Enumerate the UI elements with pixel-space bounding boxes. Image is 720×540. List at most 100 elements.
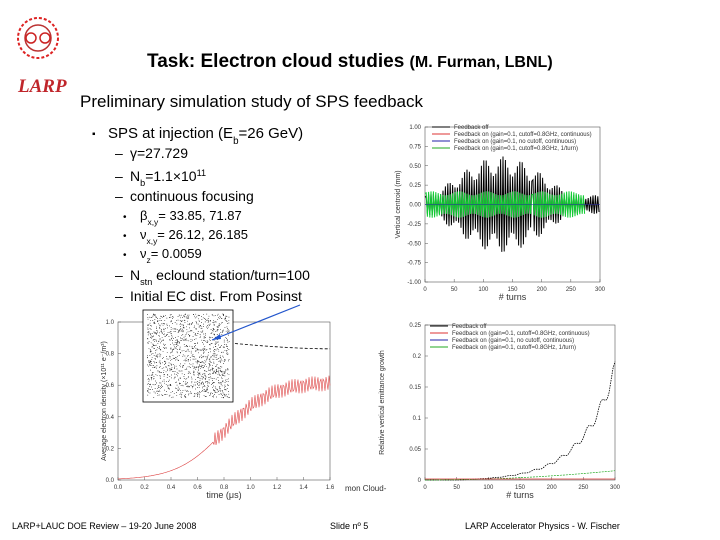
bullet-text: continuous focusing	[130, 188, 254, 204]
y-tick-label: 0.4	[106, 415, 115, 421]
x-tick-label: 1.6	[326, 485, 335, 491]
legend-label: Feedback on (gain=0.1, cutoff=0.8GHz, 1/…	[452, 345, 576, 351]
y-tick-label: 1.00	[409, 125, 421, 131]
arrow	[211, 304, 301, 341]
y-tick-label: 0.50	[409, 164, 421, 170]
footer-center: Slide nº 5	[330, 521, 368, 531]
text-part: = 0.0059	[151, 246, 202, 261]
side-note: mon Cloud-	[345, 484, 387, 493]
x-tick-label: 1.0	[246, 485, 255, 491]
dash: –	[115, 267, 123, 283]
bullet-list: ▪ SPS at injection (Eb=26 GeV)– γ=27.729– N…	[92, 125, 310, 304]
legend-label: Feedback on (gain=0.1, cutoff=0.8GHz, 1/…	[454, 146, 578, 152]
x-tick-label: 0	[423, 485, 427, 491]
x-tick-label: 300	[610, 485, 621, 491]
x-tick-label: 1.2	[273, 485, 282, 491]
logo-text: LARP	[17, 76, 67, 97]
bullet-text: Initial EC dist. From Posinst	[130, 288, 302, 304]
y-tick-label: -0.50	[407, 241, 421, 247]
dash: –	[115, 188, 123, 204]
plot: 1.0 0.8 0.6 0.4 0.2 0.00.0 0.2 0.4 0.6 0.8 1.0 1.2 1…	[101, 304, 387, 500]
y-tick-label: 0.15	[409, 385, 421, 391]
y-tick-label: 0.2	[413, 354, 422, 360]
plot: 0.25 0.2 0.15 0.1 0.05 00 50 100 150 200 250 300 # t…	[379, 323, 621, 500]
bullet-text: Nstn eclound station/turn=100	[130, 267, 310, 287]
y-tick-label: 0.75	[409, 144, 421, 150]
y-tick-label: -0.25	[407, 222, 421, 228]
x-tick-label: 0.2	[140, 485, 149, 491]
y-axis-label: Average electron density (×10¹¹ e⁻/m³)	[101, 341, 108, 461]
dash: –	[115, 168, 123, 184]
text-part: β	[140, 208, 147, 223]
text-part: b	[233, 136, 239, 147]
x-tick-label: 0.4	[167, 485, 176, 491]
x-tick-label: 50	[451, 287, 458, 293]
legend-label: Feedback on (gain=0.1, cutoff=0.8GHz, co…	[454, 132, 592, 138]
text-part: SPS at injection (E	[108, 125, 233, 142]
dash: –	[115, 288, 123, 304]
text-part: Initial EC dist. From Posinst	[130, 288, 302, 304]
y-axis-label: Vertical centroid (mm)	[395, 170, 402, 238]
footer-left: LARP+LAUC DOE Review – 19-20 June 2008	[12, 521, 196, 531]
text-part: x,y	[147, 217, 159, 227]
x-tick-label: 200	[537, 287, 548, 293]
sub-bullet: •	[123, 231, 127, 242]
plot: 1.00 0.75 0.50 0.25 0.00 -0.25 -0.50 -0.75 -1.00…	[395, 125, 606, 302]
bullet-text: SPS at injection (Eb=26 GeV)	[108, 125, 303, 147]
x-tick-label: 1.4	[299, 485, 308, 491]
text-part: eclound station/turn=100	[152, 267, 310, 283]
y-tick-label: 0.00	[409, 203, 421, 209]
curve	[425, 361, 616, 481]
curve	[425, 470, 616, 481]
subtitle: Preliminary simulation study of SPS feed…	[80, 92, 423, 111]
y-tick-label: 1.0	[106, 320, 115, 326]
x-tick-label: 0.8	[220, 485, 229, 491]
text-part: = 26.12, 26.185	[157, 227, 248, 242]
y-tick-label: 0.0	[106, 478, 115, 484]
x-tick-label: 100	[483, 485, 494, 491]
y-tick-label: 0.25	[409, 183, 421, 189]
x-tick-label: 0	[423, 287, 427, 293]
text-part: stn	[140, 277, 152, 287]
footer-right: LARP Accelerator Physics - W. Fischer	[465, 521, 620, 531]
bullet-marker: ▪	[92, 129, 96, 140]
y-tick-label: 0.1	[413, 416, 422, 422]
arrow-head	[212, 334, 221, 340]
x-axis-label: # turns	[506, 490, 534, 500]
x-tick-label: 150	[515, 485, 526, 491]
y-tick-label: 0.8	[106, 352, 115, 358]
text-part: ν	[140, 227, 147, 242]
x-axis-label: # turns	[499, 292, 527, 302]
y-tick-label: 0	[418, 478, 422, 484]
x-axis-label: time (μs)	[206, 490, 241, 500]
text-part: =1.1×10	[145, 168, 197, 184]
y-tick-label: 0.2	[106, 446, 115, 452]
text-part: γ=27.729	[130, 145, 188, 161]
text-part: = 33.85, 71.87	[158, 208, 242, 223]
figures: 1.000.750.500.250.00-0.25-0.50-0.75-1.00…	[101, 125, 621, 500]
x-tick-label: 0.6	[193, 485, 202, 491]
y-axis-label: Relative vertical emittance growth	[379, 350, 386, 455]
text-part: z	[147, 255, 151, 265]
curve	[224, 342, 330, 350]
y-tick-label: 0.6	[106, 383, 115, 389]
bullet-text: νz= 0.0059	[140, 246, 202, 265]
y-tick-label: -1.00	[407, 280, 421, 286]
x-tick-label: 200	[547, 485, 558, 491]
sub-bullet: •	[123, 250, 127, 261]
x-tick-label: 0.0	[114, 485, 123, 491]
logo: LARP	[17, 17, 67, 97]
y-tick-label: 0.05	[409, 447, 421, 453]
x-tick-label: 100	[478, 287, 489, 293]
inset	[142, 309, 234, 403]
x-tick-label: 50	[453, 485, 460, 491]
text-part: 11	[197, 168, 206, 178]
sub-bullet: •	[123, 212, 127, 223]
dash: –	[115, 145, 123, 161]
x-tick-label: 300	[595, 287, 606, 293]
text-part: N	[130, 267, 140, 283]
y-tick-label: 0.25	[409, 323, 421, 329]
bullet-text: νx,y= 26.12, 26.185	[140, 227, 248, 246]
text-part: ν	[140, 246, 147, 261]
text-part: b	[140, 178, 145, 188]
